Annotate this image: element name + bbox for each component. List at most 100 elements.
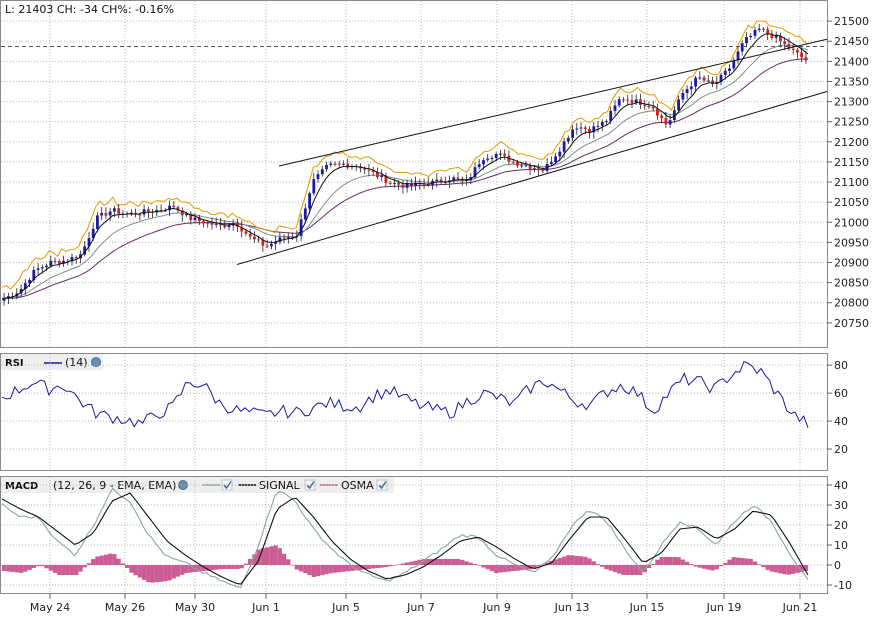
- osma-bar: [324, 565, 329, 575]
- candle-body: [634, 99, 638, 103]
- price-panel: 20750 20800 20850 20900 20950 21000 21050 21100…: [0, 0, 869, 348]
- candle-body: [689, 86, 693, 90]
- osma-bar: [260, 548, 266, 565]
- osma-bar: [197, 565, 202, 572]
- rsi-series: [1, 360, 809, 428]
- osma-bar: [142, 565, 147, 580]
- candle-body: [329, 163, 333, 165]
- candle-body: [384, 175, 388, 183]
- candle-body: [736, 51, 740, 61]
- y-tick-label: 21450: [834, 35, 869, 48]
- candle-body: [554, 156, 557, 163]
- rsi-panel-frame: [0, 353, 828, 471]
- osma-bar: [10, 565, 15, 572]
- candle-body: [609, 111, 613, 121]
- osma-bar: [646, 565, 652, 568]
- osma-bar: [574, 555, 579, 565]
- osma-bar: [311, 565, 316, 577]
- osma-bar: [426, 559, 431, 565]
- osma-bar: [617, 565, 622, 574]
- candle-body: [299, 219, 303, 236]
- candle-body: [244, 231, 248, 234]
- osma-bar: [91, 559, 96, 565]
- macd-settings-icon[interactable]: [178, 480, 188, 490]
- osma-bar: [697, 565, 702, 568]
- candle-body: [388, 182, 392, 184]
- y-tick-label: 20900: [834, 257, 869, 270]
- candle-body: [528, 165, 532, 169]
- candle-body: [270, 243, 273, 247]
- osma-bar: [383, 565, 389, 568]
- osma-bar: [562, 556, 567, 565]
- osma-bar: [578, 556, 584, 565]
- osma-bar: [265, 547, 270, 565]
- candle-body: [575, 128, 579, 130]
- osma-bar: [765, 565, 770, 570]
- candle-body: [435, 179, 439, 181]
- osma-bar: [706, 565, 711, 570]
- candle-body: [804, 57, 808, 61]
- ma-fast-line: [1, 33, 809, 300]
- candle-body: [473, 167, 477, 178]
- osma-bar: [502, 565, 507, 573]
- macd-title: MACD: [5, 481, 38, 492]
- osma-legend-label: OSMA: [341, 479, 374, 492]
- osma-bar: [604, 565, 609, 570]
- candle-body: [779, 35, 782, 42]
- candle-body: [185, 213, 188, 216]
- osma-bar: [159, 565, 164, 582]
- osma-bar: [40, 565, 45, 566]
- osma-bar: [6, 565, 11, 572]
- osma-bar: [27, 565, 32, 570]
- y-tick-label: 21100: [834, 176, 869, 189]
- osma-bar: [154, 565, 159, 583]
- candle-body: [113, 208, 116, 212]
- candle-body: [766, 29, 770, 34]
- candle-body: [236, 223, 239, 227]
- candle-body: [371, 170, 375, 173]
- osma-bar: [163, 565, 168, 582]
- y-tick-label: 21250: [834, 116, 869, 129]
- candle-body: [503, 153, 507, 156]
- y-tick-label: 20800: [834, 297, 869, 310]
- osma-bar: [14, 565, 19, 573]
- candle-body: [537, 168, 540, 171]
- candle-body: [550, 162, 553, 164]
- x-tick-label: Jun 13: [554, 601, 590, 614]
- candle-body: [380, 175, 384, 177]
- candle-body: [600, 122, 604, 126]
- candle-body: [291, 236, 294, 238]
- candle-body: [630, 100, 634, 103]
- rsi-grid: [1, 354, 827, 470]
- osma-bar: [269, 546, 274, 565]
- candle-body: [189, 213, 193, 221]
- osma-bar: [371, 565, 376, 569]
- osma-bar: [248, 558, 253, 565]
- candle-body: [588, 129, 591, 133]
- candle-body: [100, 213, 104, 216]
- osma-bar: [252, 554, 257, 565]
- candle-body: [363, 168, 367, 170]
- candle-body: [96, 215, 99, 229]
- osma-bar: [375, 565, 380, 568]
- candle-body: [558, 151, 562, 157]
- osma-bar: [214, 565, 219, 570]
- osma-bar: [392, 565, 397, 566]
- osma-bar: [290, 564, 295, 566]
- osma-bar: [511, 565, 516, 572]
- candle-body: [342, 163, 345, 165]
- candle-body: [28, 280, 31, 284]
- candle-body: [520, 165, 524, 167]
- candle-body: [87, 238, 91, 247]
- signal-legend-label: SIGNAL: [259, 479, 301, 492]
- candle-body: [541, 170, 545, 172]
- osma-bar: [629, 565, 635, 575]
- x-tick-label: Jun 21: [782, 601, 818, 614]
- osma-bar: [405, 562, 410, 565]
- osma-bar: [108, 553, 113, 565]
- candle-body: [664, 118, 668, 125]
- osma-bar: [689, 564, 694, 565]
- rsi-settings-icon[interactable]: [91, 357, 101, 367]
- candle-body: [753, 30, 757, 36]
